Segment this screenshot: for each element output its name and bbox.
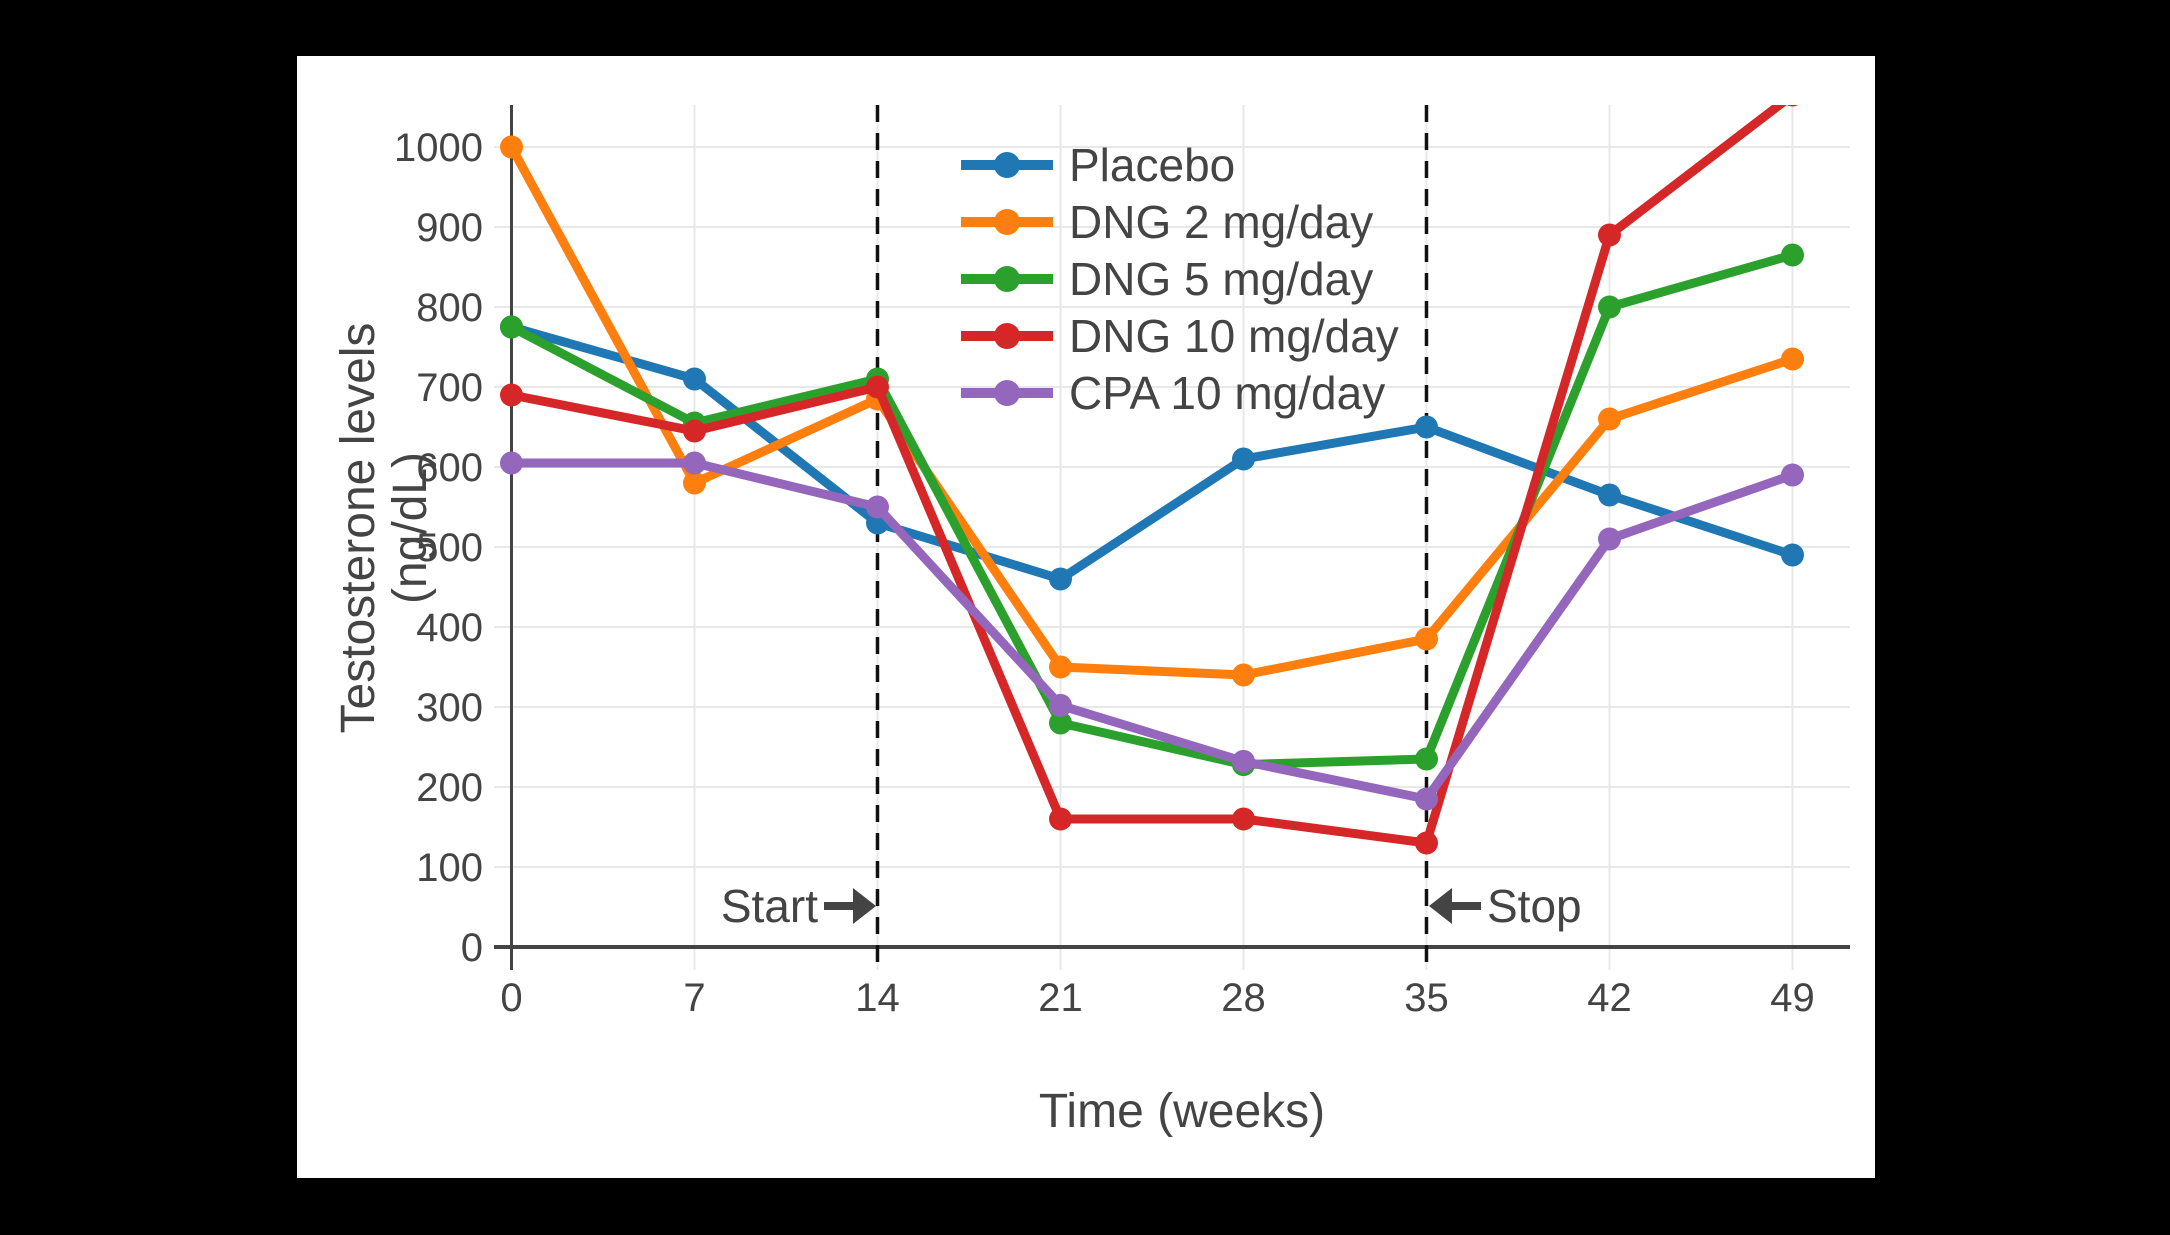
point-dng-10-mg-day-w35 [1415, 831, 1438, 855]
x-tick-label-35: 35 [1404, 976, 1449, 1020]
point-placebo-w49 [1781, 543, 1804, 567]
point-dng-2-mg-day-w42 [1598, 407, 1621, 431]
legend-item-dng-2-mg-day[interactable]: DNG 2 mg/day [961, 193, 1399, 250]
point-cpa-10-mg-day-w42 [1598, 527, 1621, 551]
point-placebo-w28 [1232, 447, 1255, 471]
legend-swatch-placebo [961, 151, 1053, 178]
start-annotation: Start [721, 878, 876, 934]
point-dng-5-mg-day-w21 [1049, 711, 1072, 735]
y-tick-label-300: 300 [416, 686, 483, 730]
legend: Placebo DNG 2 mg/day DNG 5 mg/day DNG 10 mg… [961, 136, 1399, 421]
y-tick-label-900: 900 [416, 206, 483, 250]
y-tick-label-700: 700 [416, 366, 483, 410]
series-line-cpa-10-mg-day [507, 458, 1797, 804]
point-dng-5-mg-day-w0 [500, 315, 523, 339]
point-placebo-w21 [1049, 567, 1072, 591]
legend-swatch-cpa-10-mg-day [961, 379, 1053, 406]
x-tick-label-7: 7 [683, 976, 705, 1020]
legend-label-dng-2-mg-day: DNG 2 mg/day [1069, 195, 1374, 248]
legend-swatch-dng-10-mg-day [961, 322, 1053, 349]
y-tick-label-200: 200 [416, 766, 483, 810]
point-dng-10-mg-day-w28 [1232, 807, 1255, 831]
point-dng-10-mg-day-w14 [866, 375, 889, 399]
point-dng-2-mg-day-w28 [1232, 663, 1255, 687]
point-cpa-10-mg-day-w28 [1232, 749, 1255, 773]
y-tick-label-1000: 1000 [394, 126, 483, 170]
point-placebo-w7 [683, 367, 706, 391]
plot-area [500, 105, 1804, 855]
x-tick-label-49: 49 [1770, 976, 1815, 1020]
point-dng-2-mg-day-w49 [1781, 347, 1804, 371]
y-tick-label-800: 800 [416, 286, 483, 330]
point-cpa-10-mg-day-w14 [866, 495, 889, 519]
point-dng-10-mg-day-w42 [1598, 223, 1621, 247]
y-axis-title: Testosterone levels (ng/dL) [332, 322, 437, 734]
x-tick-label-42: 42 [1587, 976, 1632, 1020]
series-line-dng-10-mg-day [507, 105, 1787, 848]
y-tick-label-500: 500 [416, 526, 483, 570]
series-line-dng-5-mg-day [507, 250, 1797, 770]
arrow-right-icon [824, 888, 876, 924]
point-placebo-w42 [1598, 483, 1621, 507]
stop-annotation: Stop [1429, 878, 1582, 934]
y-tick-label-600: 600 [416, 446, 483, 490]
series-line-placebo [507, 322, 1797, 584]
x-axis-title: Time (weeks) [1038, 1085, 1326, 1138]
series-dng-10-mg-day [500, 105, 1799, 855]
point-dng-2-mg-day-w0 [500, 135, 523, 159]
point-cpa-10-mg-day-w49 [1781, 463, 1804, 487]
point-cpa-10-mg-day-w21 [1049, 693, 1072, 717]
point-cpa-10-mg-day-w0 [500, 451, 523, 475]
y-tick-label-400: 400 [416, 606, 483, 650]
arrow-left-icon [1429, 888, 1481, 924]
point-placebo-w35 [1415, 415, 1438, 439]
point-dng-10-mg-day-w7 [683, 419, 706, 443]
point-dng-10-mg-day-w0 [500, 383, 523, 407]
point-cpa-10-mg-day-w35 [1415, 787, 1438, 811]
point-dng-10-mg-day-w21 [1049, 807, 1072, 831]
legend-label-placebo: Placebo [1069, 138, 1236, 191]
chart-figure: 0 100 200 300 400 500 600 700 800 900 1000 0 7 14 21 28… [297, 56, 1875, 1178]
y-tick-label-0: 0 [461, 926, 483, 970]
point-dng-5-mg-day-w35 [1415, 747, 1438, 771]
series-cpa-10-mg-day [500, 451, 1804, 811]
legend-swatch-dng-2-mg-day [961, 208, 1053, 235]
stop-annotation-label: Stop [1487, 880, 1582, 932]
legend-swatch-dng-5-mg-day [961, 265, 1053, 292]
x-tick-label-21: 21 [1038, 976, 1083, 1020]
point-dng-2-mg-day-w35 [1415, 627, 1438, 651]
legend-item-dng-10-mg-day[interactable]: DNG 10 mg/day [961, 307, 1399, 364]
legend-label-dng-10-mg-day: DNG 10 mg/day [1069, 309, 1399, 362]
point-dng-5-mg-day-w49 [1781, 243, 1804, 267]
series-dng-5-mg-day [500, 243, 1804, 777]
point-dng-2-mg-day-w7 [683, 471, 706, 495]
x-tick-label-14: 14 [855, 976, 900, 1020]
point-cpa-10-mg-day-w7 [683, 451, 706, 475]
legend-label-cpa-10-mg-day: CPA 10 mg/day [1069, 366, 1386, 419]
x-tick-label-28: 28 [1221, 976, 1266, 1020]
point-dng-2-mg-day-w21 [1049, 655, 1072, 679]
start-annotation-label: Start [720, 880, 818, 932]
point-dng-10-mg-day-w49 [1786, 105, 1799, 107]
point-dng-5-mg-day-w42 [1598, 295, 1621, 319]
legend-item-dng-5-mg-day[interactable]: DNG 5 mg/day [961, 250, 1399, 307]
line-chart-canvas: 0 100 200 300 400 500 600 700 800 900 1000 0 7 14 21 28… [394, 105, 1850, 1020]
x-tick-label-0: 0 [500, 976, 522, 1020]
legend-label-dng-5-mg-day: DNG 5 mg/day [1069, 252, 1374, 305]
legend-item-cpa-10-mg-day[interactable]: CPA 10 mg/day [961, 364, 1399, 421]
y-tick-label-100: 100 [416, 846, 483, 890]
legend-item-placebo[interactable]: Placebo [961, 136, 1399, 193]
